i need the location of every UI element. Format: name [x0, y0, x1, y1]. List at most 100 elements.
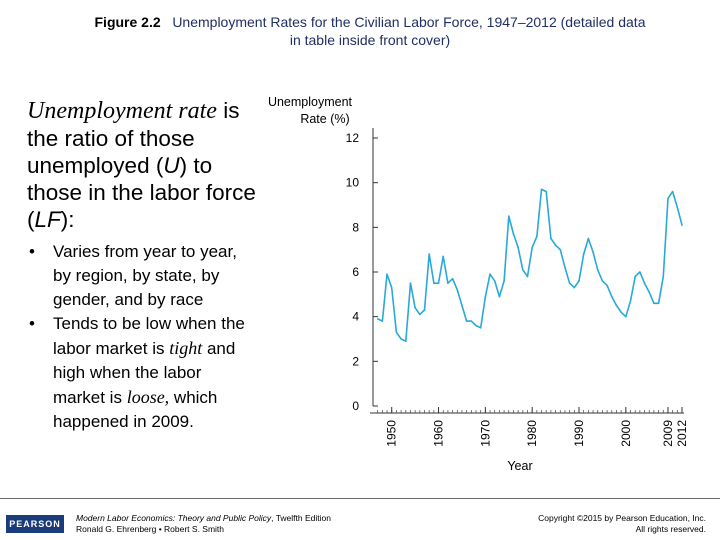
figure-title: Figure 2.2 Unemployment Rates for the Ci… [40, 13, 700, 49]
pearson-logo: PEARSON [6, 515, 64, 533]
data-point [578, 280, 580, 282]
data-point [531, 246, 533, 249]
figure-title-line2: in table inside front cover) [289, 32, 451, 48]
data-point [667, 197, 669, 200]
data-point [643, 282, 646, 284]
data-point [596, 268, 599, 271]
data-point [489, 273, 491, 276]
bullet-text: and high when the labor market is [53, 339, 236, 407]
data-point [470, 320, 473, 322]
data-point [653, 302, 655, 305]
data-point [503, 280, 505, 282]
data-point [568, 282, 571, 284]
y-axis-label-line2: Rate (%) [300, 112, 349, 126]
data-point [545, 190, 548, 193]
bullet-item-1: • Varies from year to year, by region, b… [27, 240, 257, 312]
bullet-text: which happened in 2009. [53, 388, 218, 431]
data-point [414, 306, 416, 309]
data-point [376, 318, 379, 320]
data-point [437, 282, 440, 284]
y-tick-label: 6 [352, 265, 359, 279]
data-point [428, 253, 430, 255]
x-tick-label: 1990 [572, 420, 586, 447]
data-point [423, 309, 426, 311]
x-tick-label: 2000 [619, 420, 633, 447]
data-point [381, 320, 384, 322]
data-point [517, 246, 519, 249]
bullet-dot-icon: • [29, 314, 35, 333]
data-point [639, 271, 641, 273]
data-point [671, 190, 674, 193]
copyright-line1: Copyright ©2015 by Pearson Education, In… [538, 513, 706, 523]
data-point [404, 340, 407, 343]
data-point [409, 282, 412, 284]
y-tick-label: 4 [352, 310, 359, 324]
y-tick-label: 12 [346, 131, 360, 145]
data-point [620, 311, 622, 313]
data-point [592, 251, 594, 253]
y-tick-label: 8 [352, 220, 359, 234]
data-point [606, 284, 608, 287]
figure-label: Figure 2.2 [94, 14, 161, 30]
bullet-list: • Varies from year to year, by region, b… [27, 240, 257, 434]
copyright-notice: Copyright ©2015 by Pearson Education, In… [538, 513, 706, 535]
book-edition: , Twelfth Edition [271, 513, 331, 523]
data-point [564, 266, 566, 269]
data-point [625, 315, 627, 318]
x-tick-label: 1960 [432, 420, 446, 447]
data-point [484, 295, 487, 298]
y-tick-label: 2 [352, 354, 359, 368]
data-point [573, 286, 576, 289]
data-point [662, 275, 665, 278]
definition-part-3: ): [60, 207, 75, 232]
data-point [507, 215, 510, 217]
definition-part-1: is the ratio of those unemployed ( [27, 98, 240, 178]
data-point [540, 188, 543, 191]
data-point [550, 237, 552, 240]
data-point [390, 286, 393, 289]
book-title: Modern Labor Economics: Theory and Publi… [76, 513, 272, 523]
data-point [582, 253, 585, 255]
data-point [475, 324, 477, 327]
data-point [615, 304, 618, 307]
data-point [447, 282, 449, 284]
x-tick-label: 1980 [525, 420, 539, 447]
data-point [479, 327, 482, 329]
figure-caption: Unemployment Rates for the Civilian Labo… [172, 14, 646, 30]
book-title-line: Modern Labor Economics: Theory and Publi… [76, 513, 331, 524]
data-point [419, 313, 421, 316]
data-point [451, 277, 454, 280]
bullet-item-2: • Tends to be low when the labor market … [27, 312, 257, 434]
figure-title-line1: Figure 2.2 Unemployment Rates for the Ci… [40, 13, 700, 31]
x-tick-label: 2012 [675, 420, 689, 447]
x-axis-label: Year [507, 459, 532, 473]
data-point [465, 320, 468, 322]
bullet-text: Tends to be low when the labor market is [53, 314, 245, 358]
book-authors: Ronald G. Ehrenberg • Robert S. Smith [76, 524, 225, 534]
copyright-line2: All rights reserved. [635, 524, 706, 534]
data-point [559, 248, 562, 251]
unemployment-rate-series [377, 188, 683, 342]
data-point [657, 302, 660, 305]
data-point [400, 338, 402, 340]
x-tick-label: 2009 [661, 420, 675, 447]
x-tick-label: 1970 [478, 420, 492, 447]
data-point [461, 304, 463, 307]
term-unemployment-rate: Unemployment rate [27, 98, 217, 124]
data-point [526, 275, 529, 278]
data-point [554, 244, 557, 246]
definition-text: Unemployment rate is the ratio of those … [27, 97, 267, 233]
unemployment-line-chart: Unemployment Rate (%) Year 0 2 4 6 8 10 12 1950… [268, 95, 689, 473]
data-point [536, 235, 538, 238]
book-citation: Modern Labor Economics: Theory and Publi… [76, 513, 331, 535]
term-tight: tight [169, 338, 203, 358]
data-point [498, 295, 501, 298]
term-loose: loose, [126, 387, 170, 407]
data-point [442, 255, 445, 258]
data-point [648, 291, 651, 293]
data-point [676, 206, 679, 209]
footer-divider [0, 498, 720, 499]
y-axis-label-line1: Unemployment [268, 95, 353, 109]
data-point [634, 275, 636, 278]
data-point [493, 280, 496, 282]
